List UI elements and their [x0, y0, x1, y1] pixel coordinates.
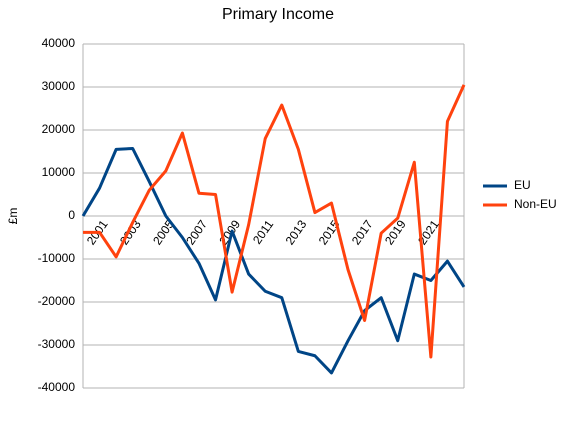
y-tick-label: -40000 — [38, 380, 76, 394]
y-tick-label: 10000 — [42, 165, 76, 179]
legend-label: EU — [514, 178, 531, 192]
y-tick-label: -20000 — [38, 294, 76, 308]
y-tick-label: 0 — [68, 208, 75, 222]
y-tick-label: 40000 — [42, 36, 76, 50]
x-tick-label: 2011 — [250, 217, 276, 246]
x-tick-label: 2005 — [150, 217, 177, 247]
line-series — [83, 84, 466, 359]
line-series — [81, 146, 466, 375]
y-tick-label: -10000 — [38, 251, 76, 265]
x-tick-label: 2017 — [349, 217, 376, 247]
x-tick-label: 2013 — [283, 217, 310, 247]
chart-title: Primary Income — [222, 6, 334, 23]
legend-label: Non-EU — [514, 197, 557, 211]
y-tick-label: 20000 — [42, 122, 76, 136]
y-tick-label: -30000 — [38, 337, 76, 351]
x-tick-label: 2003 — [117, 217, 144, 247]
y-axis-label: £m — [6, 208, 20, 225]
y-tick-label: 30000 — [42, 79, 76, 93]
